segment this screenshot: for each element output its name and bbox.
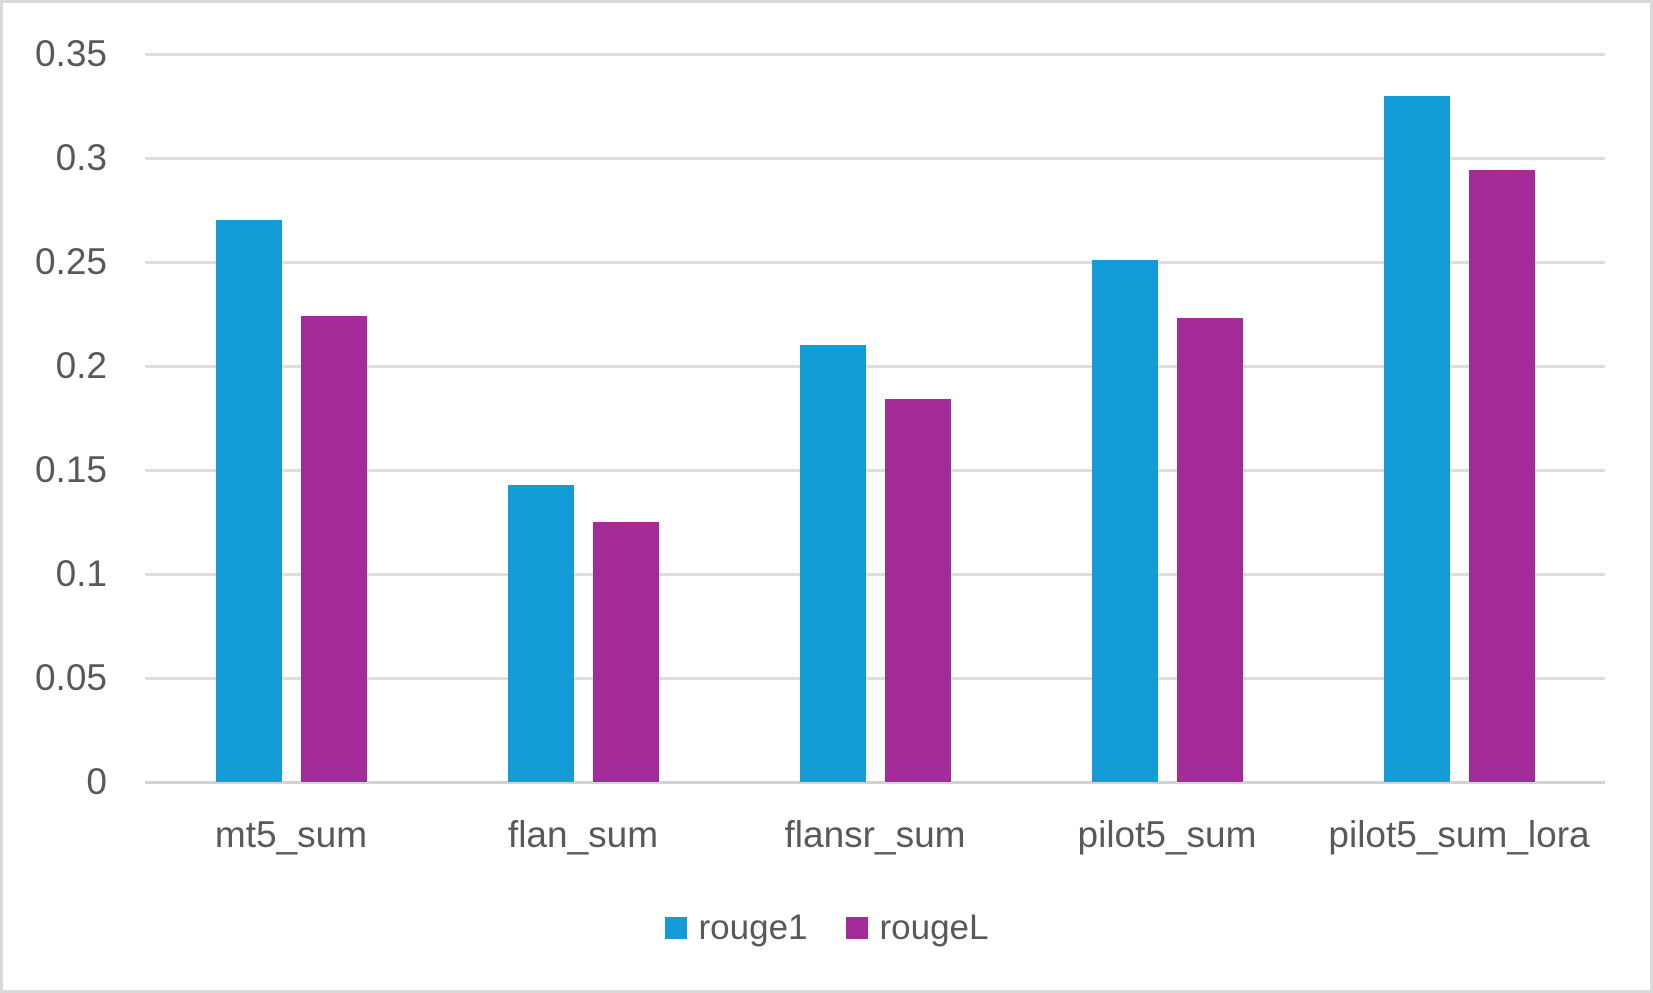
- gridline: [145, 261, 1605, 264]
- legend-label: rouge1: [698, 908, 808, 947]
- category-label-mt5_sum: mt5_sum: [214, 814, 368, 855]
- bar-rougeL-flansr_sum: [885, 399, 951, 782]
- bar-rouge1-pilot5_sum_lora: [1384, 96, 1450, 782]
- y-tick-label: 0.25: [34, 241, 107, 282]
- bar-rougeL-flan_sum: [593, 522, 659, 782]
- y-tick-label: 0.35: [34, 33, 107, 74]
- x-axis-line: [145, 781, 1605, 784]
- bar-rouge1-mt5_sum: [216, 220, 282, 782]
- gridline: [145, 469, 1605, 472]
- bar-rouge1-flansr_sum: [800, 345, 866, 782]
- legend-label: rougeL: [879, 908, 989, 947]
- gridline: [145, 157, 1605, 160]
- gridline: [145, 53, 1605, 56]
- legend-swatch-rouge1: [664, 917, 687, 939]
- legend-item-rougeL: rougeL: [845, 906, 989, 950]
- bar-rouge1-flan_sum: [508, 485, 574, 782]
- y-tick-label: 0.1: [55, 553, 107, 594]
- legend-item-rouge1: rouge1: [664, 906, 808, 950]
- y-tick-label: 0.05: [34, 657, 107, 698]
- bar-rougeL-pilot5_sum_lora: [1469, 170, 1535, 782]
- bar-rouge1-pilot5_sum: [1092, 260, 1158, 782]
- category-label-pilot5_sum: pilot5_sum: [1077, 814, 1257, 855]
- category-label-flansr_sum: flansr_sum: [784, 814, 966, 855]
- y-tick-label: 0.3: [55, 137, 107, 178]
- bar-rougeL-mt5_sum: [301, 316, 367, 782]
- gridline: [145, 573, 1605, 576]
- y-tick-label: 0.15: [34, 449, 107, 490]
- y-tick-label: 0: [86, 761, 107, 802]
- legend: rouge1 rougeL: [3, 906, 1650, 950]
- y-tick-label: 0.2: [55, 345, 107, 386]
- category-label-pilot5_sum_lora: pilot5_sum_lora: [1328, 814, 1590, 855]
- category-label-flan_sum: flan_sum: [507, 814, 659, 855]
- bar-rougeL-pilot5_sum: [1177, 318, 1243, 782]
- gridline: [145, 365, 1605, 368]
- gridline: [145, 677, 1605, 680]
- legend-swatch-rougeL: [845, 917, 868, 939]
